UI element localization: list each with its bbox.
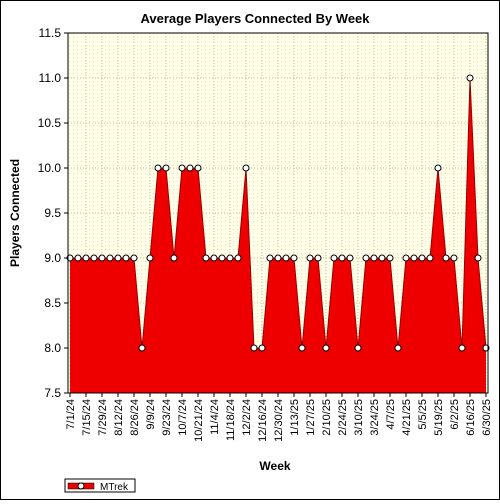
y-tick-label: 11.5 (39, 26, 62, 40)
x-tick-label: 6/30/25 (481, 399, 493, 436)
x-tick-label: 3/24/25 (369, 399, 381, 436)
y-tick-label: 9.5 (44, 206, 61, 220)
x-tick-label: 9/23/24 (161, 399, 173, 436)
x-tick-label: 5/5/25 (417, 399, 429, 430)
x-tick-label: 2/24/25 (337, 399, 349, 436)
x-tick-label: 9/9/24 (145, 399, 157, 430)
chart-title: Average Players Connected By Week (140, 11, 370, 26)
x-tick-label: 11/18/24 (225, 399, 237, 441)
x-axis: 7/1/24 7/15/24 7/29/24 8/12/24 8/26/24 9/9/24… (65, 393, 493, 442)
x-tick-label: 7/29/24 (97, 399, 109, 436)
data-point (322, 344, 330, 352)
data-point (282, 254, 290, 262)
legend-series-label: MTrek (100, 482, 129, 493)
legend: MTrek (64, 478, 136, 493)
data-point (434, 164, 442, 172)
data-point (466, 74, 474, 82)
x-tick-label: 7/15/24 (81, 399, 93, 436)
x-tick-label: 7/1/24 (65, 399, 77, 430)
data-point (114, 254, 122, 262)
data-point (106, 254, 114, 262)
x-tick-label: 1/13/25 (289, 399, 301, 436)
y-tick-label: 7.5 (44, 386, 61, 400)
data-point (122, 254, 130, 262)
data-point (210, 254, 218, 262)
data-point (426, 254, 434, 262)
x-axis-label: Week (259, 459, 290, 473)
series-area-fill (70, 78, 486, 393)
series-points (66, 74, 490, 352)
data-point (266, 254, 274, 262)
data-point (394, 344, 402, 352)
x-tick-label: 2/10/25 (321, 399, 333, 436)
x-tick-label: 3/10/25 (353, 399, 365, 436)
data-point (178, 164, 186, 172)
y-tick-label: 8.0 (44, 341, 61, 355)
data-point (450, 254, 458, 262)
data-point (290, 254, 298, 262)
x-tick-label: 8/26/24 (129, 399, 141, 436)
y-tick-label: 8.5 (44, 296, 61, 310)
x-tick-label: 8/12/24 (113, 399, 125, 436)
y-tick-label: 11.0 (39, 71, 62, 85)
data-point (386, 254, 394, 262)
x-tick-label: 4/7/25 (385, 399, 397, 430)
x-tick-label: 1/27/25 (305, 399, 317, 436)
x-tick-label: 12/16/24 (257, 399, 269, 442)
data-point (442, 254, 450, 262)
data-point (234, 254, 242, 262)
data-point (226, 254, 234, 262)
data-point (258, 344, 266, 352)
data-point (90, 254, 98, 262)
data-point (314, 254, 322, 262)
y-tick-label: 10.0 (38, 161, 62, 175)
y-axis-label: Players Connected (8, 159, 22, 267)
x-tick-label: 5/19/25 (433, 399, 445, 436)
data-point (362, 254, 370, 262)
data-point (74, 254, 82, 262)
data-point (330, 254, 338, 262)
data-point (130, 254, 138, 262)
data-point (154, 164, 162, 172)
data-point (346, 254, 354, 262)
x-tick-label: 12/2/24 (241, 399, 253, 436)
x-tick-label: 10/7/24 (177, 399, 189, 436)
data-point (138, 344, 146, 352)
data-point (298, 344, 306, 352)
data-point (338, 254, 346, 262)
y-tick-label: 10.5 (38, 116, 62, 130)
x-tick-label: 4/21/25 (401, 399, 413, 436)
data-point (250, 344, 258, 352)
data-point (402, 254, 410, 262)
x-tick-label: 11/4/24 (209, 399, 221, 435)
data-point (458, 344, 466, 352)
y-tick-label: 9.0 (44, 251, 61, 265)
data-point (146, 254, 154, 262)
data-point (410, 254, 418, 262)
x-tick-label: 6/16/25 (465, 399, 477, 436)
data-point (186, 164, 194, 172)
data-point (306, 254, 314, 262)
data-point (474, 254, 482, 262)
data-point (242, 164, 250, 172)
data-point (218, 254, 226, 262)
data-point (162, 164, 170, 172)
data-point (98, 254, 106, 262)
data-point (170, 254, 178, 262)
data-point (274, 254, 282, 262)
x-tick-label: 12/30/24 (273, 399, 285, 442)
data-point (82, 254, 90, 262)
data-point (370, 254, 378, 262)
legend-marker (77, 482, 85, 490)
x-tick-label: 10/21/24 (193, 399, 205, 442)
data-point (378, 254, 386, 262)
data-point (194, 164, 202, 172)
x-tick-label: 6/2/25 (449, 399, 461, 430)
data-point (418, 254, 426, 262)
data-point (202, 254, 210, 262)
y-axis: 7.5 8.0 8.5 9.0 9.5 10.0 10.5 11.0 11.5 (38, 26, 68, 400)
data-point (354, 344, 362, 352)
